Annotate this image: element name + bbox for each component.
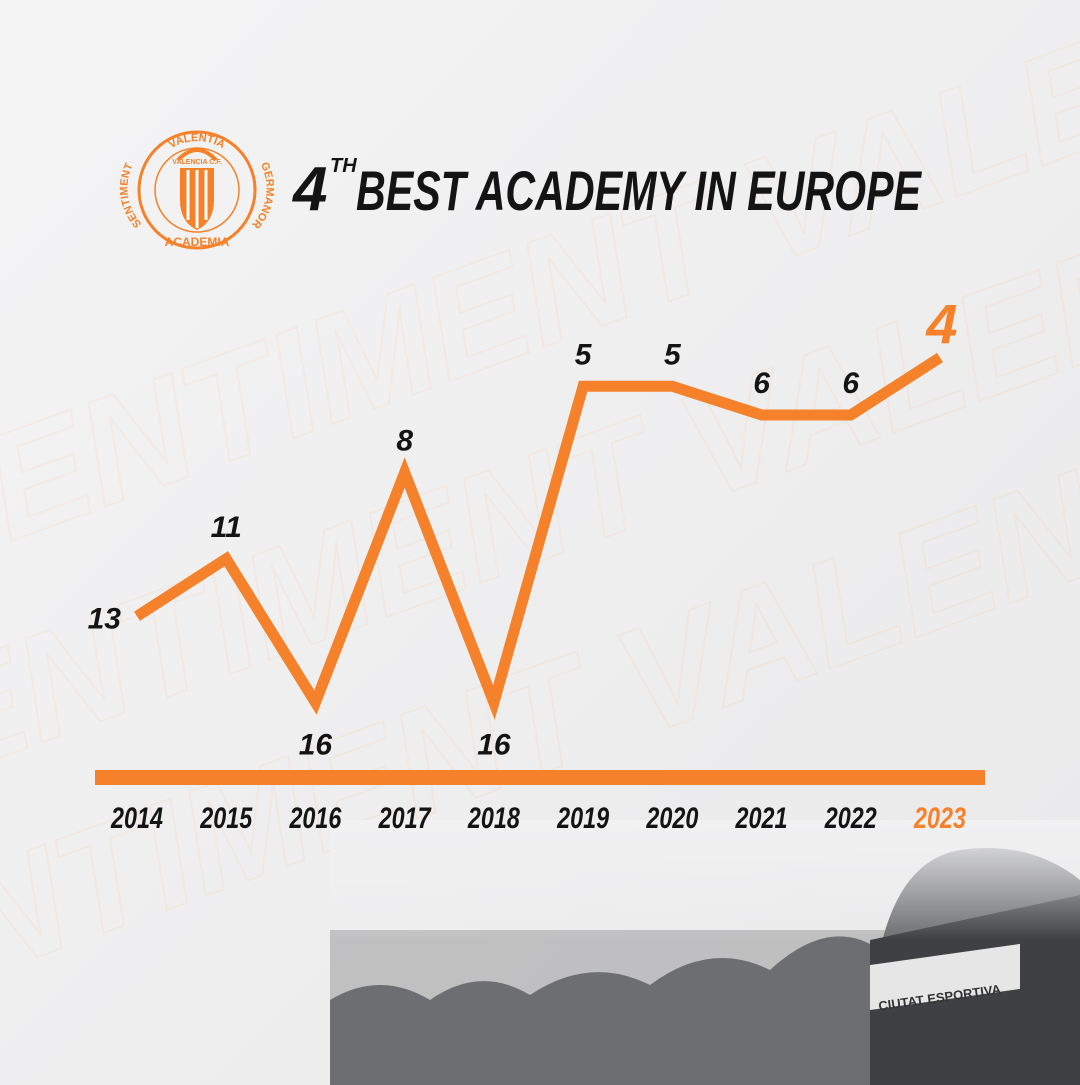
data-label: 13 — [88, 602, 122, 635]
logo-top: VALENTÍA — [167, 132, 227, 151]
data-label: 5 — [575, 338, 593, 371]
data-label: 4 — [925, 293, 957, 356]
x-tick-label: 2016 — [289, 802, 342, 835]
data-label: 16 — [477, 729, 511, 762]
x-tick-label: 2023 — [913, 802, 966, 835]
x-tick-label: 2015 — [199, 802, 253, 835]
title-group: 4 TH BEST ACADEMY IN EUROPE — [291, 155, 922, 224]
chart-title: BEST ACADEMY IN EUROPE — [356, 159, 922, 222]
data-label: 6 — [842, 367, 859, 400]
logo-text: VALENTÍA — [167, 132, 227, 151]
data-label: 5 — [664, 338, 682, 371]
building-photo: CIUTAT ESPORTIVA — [330, 820, 1080, 1085]
data-label: 6 — [753, 367, 770, 400]
baseline — [95, 770, 985, 785]
logo-club: VALENCIA C.F. — [172, 159, 221, 166]
x-tick-label: 2020 — [646, 802, 699, 835]
x-tick-label: 2019 — [556, 802, 609, 835]
x-tick-label: 2018 — [467, 802, 520, 835]
logo-bottom: ACADEMIA — [165, 235, 230, 249]
x-tick-label: 2014 — [110, 802, 163, 835]
x-tick-label: 2021 — [735, 802, 788, 835]
x-tick-label: 2022 — [824, 802, 877, 835]
line — [134, 352, 943, 720]
title-rank: 4 — [291, 155, 327, 224]
data-label: 11 — [211, 511, 242, 544]
data-label: 8 — [396, 425, 413, 458]
data-label: 16 — [299, 729, 333, 762]
x-tick-label: 2017 — [378, 802, 432, 835]
title-suffix: TH — [330, 155, 357, 177]
